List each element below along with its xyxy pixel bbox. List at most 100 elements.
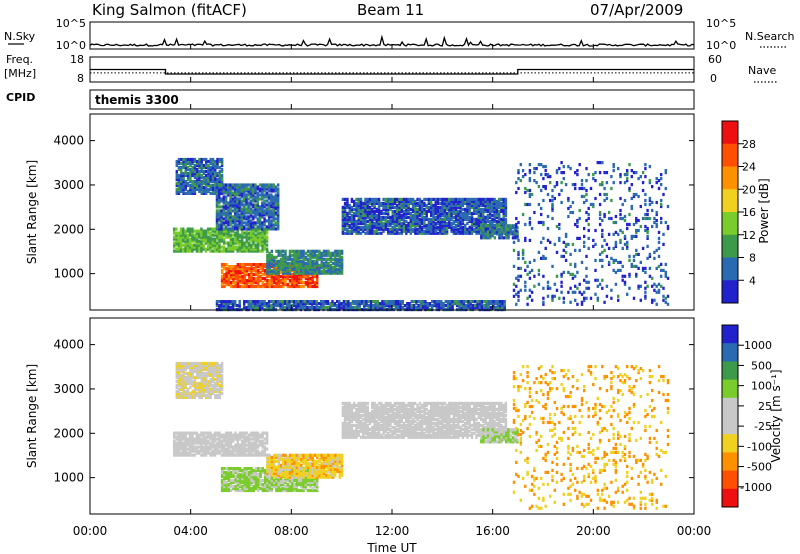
range-time-cell <box>443 217 446 221</box>
range-time-cell <box>216 437 219 441</box>
range-time-cell <box>277 275 280 279</box>
range-time-cell <box>423 223 426 227</box>
range-time-cell <box>204 229 208 233</box>
range-time-cell <box>249 221 253 225</box>
range-time-cell <box>644 163 647 167</box>
range-time-cell <box>653 298 656 302</box>
range-time-cell <box>196 169 199 174</box>
range-time-cell <box>216 447 219 451</box>
range-time-cell <box>222 217 225 221</box>
range-time-cell <box>300 265 303 269</box>
range-time-cell <box>222 221 225 225</box>
range-time-cell <box>238 221 241 225</box>
range-time-cell <box>558 222 561 227</box>
range-time-cell <box>431 304 434 308</box>
range-time-cell <box>218 189 221 193</box>
range-time-cell <box>252 187 255 191</box>
range-time-cell <box>202 177 206 182</box>
range-time-cell <box>504 209 508 213</box>
range-time-cell <box>193 165 197 170</box>
range-time-cell <box>502 203 505 207</box>
range-time-cell <box>222 229 226 233</box>
range-time-cell <box>227 193 230 197</box>
range-time-cell <box>216 441 219 445</box>
range-time-cell <box>594 268 597 272</box>
range-time-cell <box>191 447 194 451</box>
range-time-cell <box>343 197 347 201</box>
range-time-cell <box>329 269 332 273</box>
range-time-cell <box>574 290 577 294</box>
range-time-cell <box>268 281 271 285</box>
range-time-cell <box>277 201 280 205</box>
range-time-cell <box>482 221 485 225</box>
range-time-cell <box>250 275 253 279</box>
range-time-cell <box>420 203 424 207</box>
noise-panel: N.Sky 10^5 10^0 10^5 10^0 N.Search <box>4 17 795 52</box>
range-time-cell <box>297 300 300 304</box>
range-time-cell <box>338 302 341 306</box>
range-time-cell <box>279 257 283 261</box>
range-time-cell <box>245 269 249 273</box>
range-time-cell <box>236 265 240 269</box>
range-time-cell <box>457 201 460 205</box>
range-time-cell <box>598 171 602 175</box>
range-time-cell <box>484 219 487 223</box>
range-time-cell <box>301 306 305 310</box>
range-time-cell <box>537 282 541 286</box>
range-time-cell <box>505 232 508 236</box>
range-time-cell <box>414 215 417 219</box>
range-time-cell <box>232 281 235 285</box>
range-time-cell <box>279 306 282 310</box>
range-time-cell <box>231 203 235 207</box>
range-time-cell <box>218 437 221 441</box>
range-time-cell <box>220 277 224 281</box>
range-time-cell <box>343 205 347 209</box>
range-time-cell <box>189 163 192 168</box>
range-time-cell <box>227 191 230 195</box>
range-time-cell <box>655 248 658 252</box>
range-time-cell <box>238 219 241 223</box>
range-time-cell <box>644 192 647 197</box>
range-time-cell <box>614 244 618 248</box>
range-time-cell <box>182 237 185 241</box>
range-time-cell <box>430 217 433 221</box>
range-time-cell <box>517 290 520 294</box>
range-time-cell <box>211 165 215 170</box>
range-time-cell <box>225 247 228 251</box>
range-time-cell <box>418 209 422 213</box>
range-time-cell <box>231 187 235 191</box>
range-time-cell <box>500 232 503 236</box>
range-time-cell <box>191 187 194 191</box>
range-time-cell <box>259 443 262 447</box>
range-time-cell <box>503 300 506 304</box>
range-time-cell <box>215 197 219 201</box>
range-time-cell <box>479 217 483 221</box>
range-time-cell <box>454 205 458 209</box>
range-time-cell <box>177 247 180 251</box>
range-time-cell <box>186 165 190 170</box>
range-time-cell <box>375 213 378 217</box>
range-time-cell <box>257 277 260 281</box>
range-time-cell <box>218 445 221 449</box>
range-time-cell <box>504 197 508 201</box>
range-time-cell <box>224 185 228 189</box>
range-time-cell <box>252 235 255 239</box>
range-time-cell <box>211 169 215 174</box>
range-time-cell <box>320 253 323 257</box>
range-time-cell <box>245 249 248 253</box>
range-time-cell <box>493 215 496 219</box>
range-time-cell <box>222 451 226 455</box>
range-time-cell <box>465 304 468 308</box>
range-time-cell <box>366 227 369 231</box>
range-time-cell <box>338 271 341 275</box>
range-time-cell <box>619 238 622 242</box>
range-time-cell <box>434 229 437 233</box>
range-time-cell <box>231 183 235 187</box>
range-time-cell <box>445 203 449 207</box>
range-time-cell <box>252 445 255 449</box>
range-time-cell <box>320 269 323 273</box>
range-time-cell <box>200 159 203 164</box>
range-time-cell <box>477 231 480 235</box>
range-time-cell <box>184 233 187 237</box>
range-time-cell <box>540 163 543 167</box>
